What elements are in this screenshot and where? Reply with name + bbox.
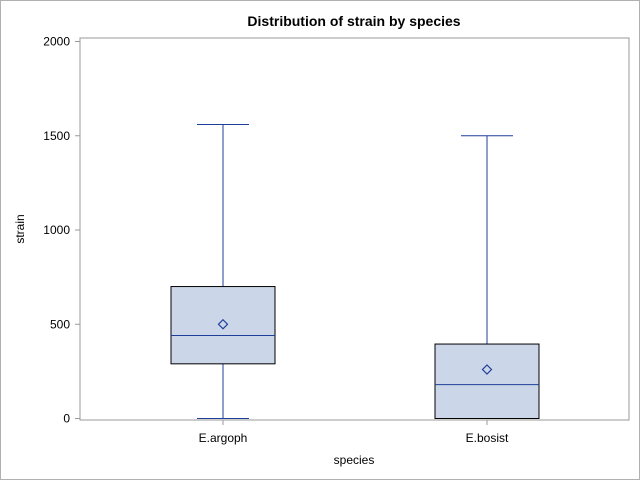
mean-marker <box>217 318 229 330</box>
x-axis: E.argoph E.bosist <box>199 420 509 445</box>
y-tick-label: 1000 <box>43 223 70 237</box>
y-axis: 0 500 1000 1500 2000 <box>43 35 80 426</box>
box-e-bosist <box>434 135 540 420</box>
mean-marker <box>481 364 493 375</box>
y-tick-label: 1500 <box>43 129 70 143</box>
y-tick-label: 0 <box>63 412 70 426</box>
y-axis-label: strain <box>13 214 27 243</box>
x-tick-label: E.bosist <box>466 431 509 445</box>
plot-area <box>79 37 630 421</box>
iqr-box <box>170 286 276 365</box>
boxes <box>170 123 540 420</box>
chart-title: Distribution of strain by species <box>247 13 460 29</box>
x-axis-label: species <box>334 453 375 467</box>
iqr-box <box>434 343 540 420</box>
y-tick-label: 2000 <box>43 35 70 49</box>
box-e-argoph <box>170 123 276 419</box>
x-tick-label: E.argoph <box>199 431 248 445</box>
y-tick-label: 500 <box>50 317 70 331</box>
